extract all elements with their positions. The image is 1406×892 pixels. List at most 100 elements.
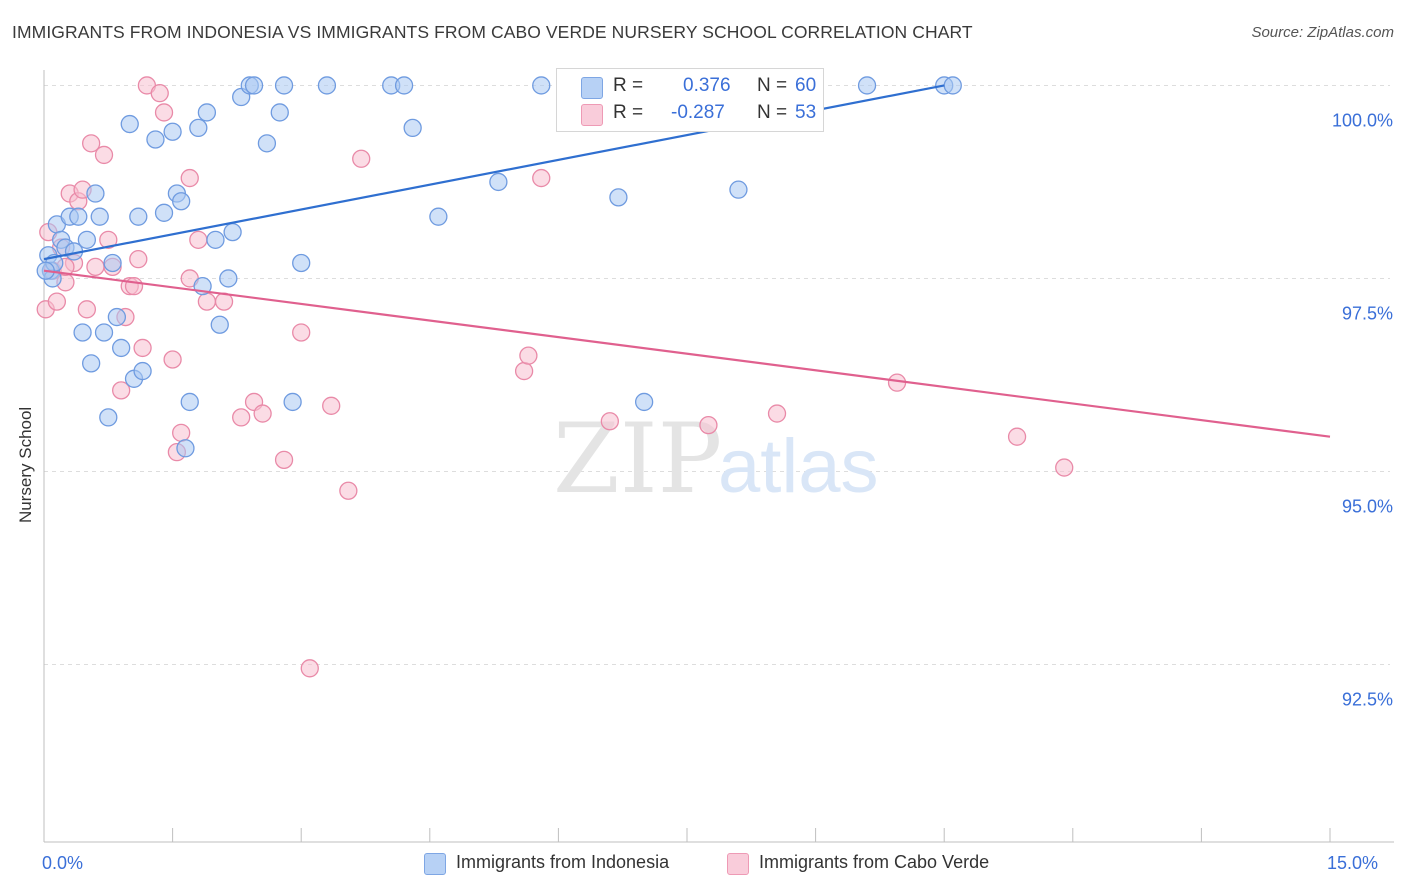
y-tick-label: 95.0% (1342, 496, 1393, 516)
data-point (133, 361, 152, 381)
y-tick-label: 100.0% (1332, 110, 1393, 130)
legend-swatch-pink (581, 104, 603, 126)
legend-r-value: -0.287 (671, 102, 725, 123)
data-point (133, 338, 152, 358)
data-point (339, 481, 358, 500)
data-point (189, 118, 208, 138)
data-point (300, 659, 319, 678)
data-point (129, 249, 148, 269)
data-point (223, 222, 242, 242)
bottom-legend-swatch-blue (424, 853, 446, 875)
data-point (176, 439, 195, 458)
data-point (609, 188, 628, 207)
data-point (283, 392, 302, 412)
data-point (90, 207, 109, 226)
chart-title: IMMIGRANTS FROM INDONESIA VS IMMIGRANTS … (12, 22, 973, 42)
data-point (146, 130, 165, 149)
data-point (274, 450, 294, 470)
data-point (699, 415, 718, 435)
data-point (532, 168, 551, 188)
watermark-atlas: atlas (718, 424, 879, 509)
legend-r-label: R = (613, 102, 644, 123)
data-point (82, 134, 101, 153)
y-tick-label: 92.5% (1342, 689, 1393, 709)
data-point (489, 172, 508, 192)
data-point (172, 423, 191, 442)
data-point (352, 149, 371, 168)
legend-n-value: 60 (795, 75, 817, 96)
data-point (317, 76, 337, 95)
data-point (322, 396, 341, 415)
stats-legend: R = 0.376 N = 60 R = -0.287 N = 53 (556, 68, 824, 132)
data-point (180, 392, 199, 412)
data-point (634, 392, 654, 412)
data-point (47, 292, 67, 311)
data-point (253, 404, 272, 423)
data-point (197, 103, 217, 122)
legend-swatch-blue (581, 77, 603, 99)
data-point (943, 76, 962, 95)
legend-r-value: 0.376 (683, 75, 731, 96)
x-tick-label-max: 15.0% (1327, 853, 1379, 873)
data-point (103, 253, 122, 273)
data-point (120, 114, 139, 134)
legend-n-label: N = (757, 75, 788, 96)
data-point (403, 118, 422, 138)
watermark-zip: ZIP (553, 403, 722, 515)
data-point (232, 408, 251, 427)
y-tick-labels: 92.5% 95.0% 97.5% 100.0% (1332, 110, 1393, 709)
source-label: Source: ZipAtlas.com (1251, 24, 1394, 41)
data-point (197, 292, 217, 311)
data-point (107, 307, 127, 327)
data-point (767, 404, 787, 423)
data-point (274, 76, 294, 95)
data-point (86, 184, 105, 203)
data-point (77, 300, 97, 319)
data-point (150, 84, 169, 103)
y-axis-label: Nursery School (16, 406, 35, 523)
y-tick-label: 97.5% (1342, 303, 1393, 323)
x-tick-label-min: 0.0% (42, 853, 84, 873)
data-point (69, 207, 88, 226)
watermark: ZIP atlas (553, 403, 879, 515)
data-point (210, 315, 229, 334)
data-point (99, 408, 118, 427)
bottom-legend-label: Immigrants from Indonesia (456, 852, 670, 872)
data-point (1055, 458, 1074, 477)
data-point (94, 145, 114, 165)
data-point (257, 134, 277, 153)
data-point (124, 277, 144, 296)
data-point (94, 323, 114, 342)
gridlines (44, 84, 1390, 665)
data-point (519, 346, 538, 365)
data-point (206, 230, 225, 249)
series-cabo-verde-points (36, 76, 1074, 678)
data-point (600, 412, 619, 431)
data-point (73, 323, 92, 342)
data-point (154, 203, 174, 222)
data-point (99, 230, 118, 249)
data-point (86, 257, 105, 277)
data-point (189, 230, 208, 249)
data-point (429, 207, 448, 226)
data-point (244, 76, 264, 95)
data-point (112, 338, 131, 358)
data-point (180, 168, 199, 188)
data-point (514, 361, 534, 381)
data-point (82, 354, 101, 373)
axes (43, 70, 1394, 843)
legend-n-label: N = (757, 102, 788, 123)
data-point (292, 253, 311, 273)
data-point (292, 323, 311, 342)
data-point (729, 180, 748, 199)
data-point (163, 350, 182, 369)
bottom-legend-swatch-pink (727, 853, 749, 875)
series-indonesia-points (36, 76, 962, 458)
bottom-legend-label: Immigrants from Cabo Verde (759, 852, 990, 872)
data-point (1007, 427, 1027, 446)
data-point (77, 230, 97, 249)
trend-lines (43, 84, 1331, 438)
data-point (163, 122, 182, 141)
legend-n-value: 53 (795, 102, 817, 123)
trend-line-cabo-verde (43, 269, 1331, 438)
